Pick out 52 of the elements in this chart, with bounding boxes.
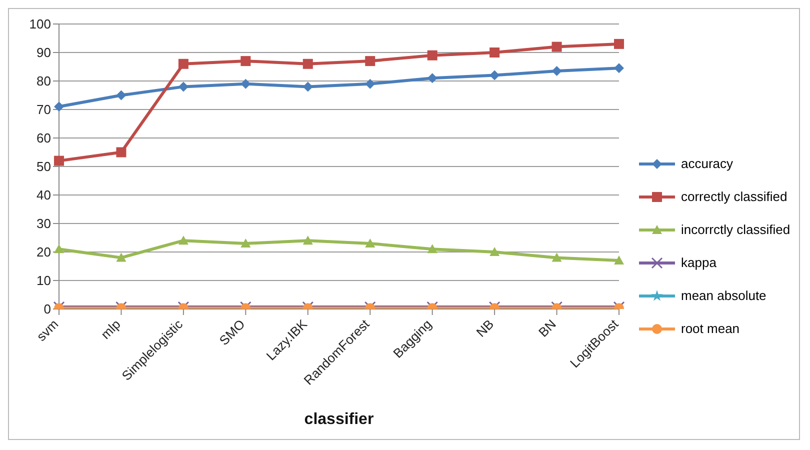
point: [302, 236, 313, 245]
point: [302, 58, 313, 69]
point: [116, 147, 126, 158]
point: [240, 238, 251, 248]
y-tick-label: 50: [36, 159, 51, 174]
y-tick-label: 40: [36, 188, 51, 203]
point: [552, 66, 562, 76]
x-tick-label: mlp: [98, 316, 124, 342]
point: [614, 256, 624, 265]
point: [240, 78, 251, 89]
point: [490, 247, 500, 256]
x-tick-label: NB: [473, 316, 497, 340]
point: [490, 70, 500, 80]
point: [116, 252, 126, 262]
x-tick-label: BN: [536, 316, 559, 340]
point: [54, 102, 64, 112]
y-tick-label: 70: [36, 102, 51, 118]
point: [240, 56, 251, 66]
point: [365, 238, 376, 248]
point: [427, 244, 438, 254]
y-tick-label: 90: [36, 45, 51, 60]
y-tick-label: 100: [29, 16, 51, 32]
point: [614, 38, 624, 49]
point: [116, 90, 126, 100]
y-tick-label: 0: [44, 302, 51, 317]
legend-label: incorrctly classified: [681, 222, 790, 237]
point: [54, 156, 64, 166]
legend-label: accuracy: [681, 156, 734, 171]
y-tick-label: 30: [36, 216, 51, 232]
point: [302, 82, 313, 92]
point: [427, 73, 438, 84]
y-tick-label: 20: [36, 244, 51, 260]
x-tick-label: svm: [34, 316, 62, 344]
point: [54, 244, 64, 254]
x-axis-title: classifier: [304, 411, 374, 428]
point: [365, 78, 376, 89]
legend-label: mean absolute: [681, 288, 766, 303]
point: [490, 48, 500, 58]
y-tick-label: 60: [36, 130, 51, 146]
point: [365, 56, 376, 66]
y-tick-label: 80: [36, 74, 51, 89]
point: [178, 236, 188, 245]
y-tick-label: 10: [36, 273, 51, 288]
point: [178, 82, 188, 92]
point: [427, 50, 438, 60]
legend-label: kappa: [681, 255, 716, 270]
point: [178, 58, 188, 69]
legend-label: correctly classified: [681, 189, 788, 204]
point: [552, 252, 562, 262]
point: [614, 63, 624, 74]
legend-label: root mean: [681, 321, 740, 336]
point: [552, 42, 562, 52]
